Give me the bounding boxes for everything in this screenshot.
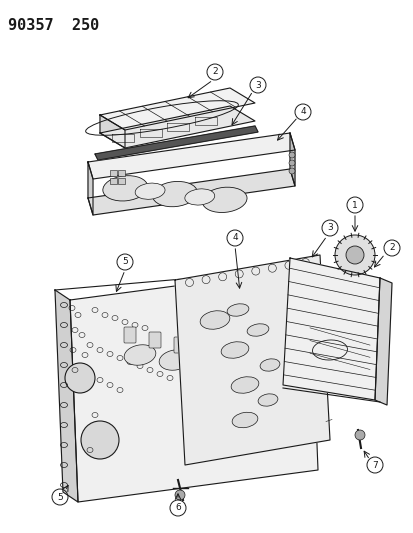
Polygon shape: [282, 258, 379, 400]
Text: 2: 2: [212, 68, 217, 77]
Polygon shape: [100, 115, 125, 148]
Ellipse shape: [259, 359, 279, 371]
Text: 90357  250: 90357 250: [8, 18, 99, 33]
Polygon shape: [95, 126, 257, 160]
Text: 5: 5: [122, 257, 128, 266]
Ellipse shape: [65, 363, 95, 393]
Polygon shape: [88, 162, 93, 215]
Ellipse shape: [247, 324, 268, 336]
Circle shape: [288, 152, 294, 158]
Text: 3: 3: [326, 223, 332, 232]
Ellipse shape: [202, 187, 247, 213]
Ellipse shape: [184, 189, 214, 205]
Ellipse shape: [124, 345, 155, 365]
Text: 4: 4: [232, 233, 237, 243]
Ellipse shape: [159, 350, 190, 370]
Ellipse shape: [232, 413, 257, 427]
Polygon shape: [88, 133, 294, 179]
Ellipse shape: [235, 349, 263, 367]
Ellipse shape: [230, 377, 258, 393]
FancyBboxPatch shape: [118, 169, 125, 175]
Polygon shape: [374, 278, 391, 405]
Ellipse shape: [152, 181, 197, 207]
Circle shape: [288, 160, 294, 166]
Text: 4: 4: [299, 108, 305, 117]
Text: 2: 2: [388, 244, 394, 253]
Polygon shape: [100, 88, 254, 130]
Polygon shape: [175, 255, 329, 465]
Ellipse shape: [211, 343, 238, 361]
Circle shape: [345, 246, 363, 264]
Text: 5: 5: [57, 492, 63, 502]
Text: 1: 1: [351, 200, 357, 209]
Polygon shape: [88, 169, 294, 215]
Text: 7: 7: [371, 461, 377, 470]
Circle shape: [288, 168, 294, 174]
Ellipse shape: [180, 336, 209, 354]
Polygon shape: [70, 268, 317, 502]
Ellipse shape: [257, 394, 277, 406]
Ellipse shape: [135, 183, 165, 199]
Polygon shape: [55, 290, 78, 502]
Ellipse shape: [102, 176, 147, 201]
Text: 3: 3: [254, 80, 260, 90]
FancyBboxPatch shape: [149, 332, 161, 348]
Ellipse shape: [199, 311, 229, 329]
Ellipse shape: [227, 304, 248, 316]
FancyBboxPatch shape: [110, 177, 117, 183]
FancyBboxPatch shape: [173, 337, 185, 353]
Ellipse shape: [221, 342, 248, 358]
Polygon shape: [100, 106, 254, 148]
FancyBboxPatch shape: [110, 169, 117, 175]
FancyBboxPatch shape: [118, 177, 125, 183]
Circle shape: [175, 490, 185, 500]
Circle shape: [354, 430, 364, 440]
FancyBboxPatch shape: [124, 327, 136, 343]
Polygon shape: [289, 133, 294, 186]
Text: 6: 6: [175, 504, 180, 513]
Circle shape: [334, 235, 374, 275]
Ellipse shape: [81, 421, 119, 459]
